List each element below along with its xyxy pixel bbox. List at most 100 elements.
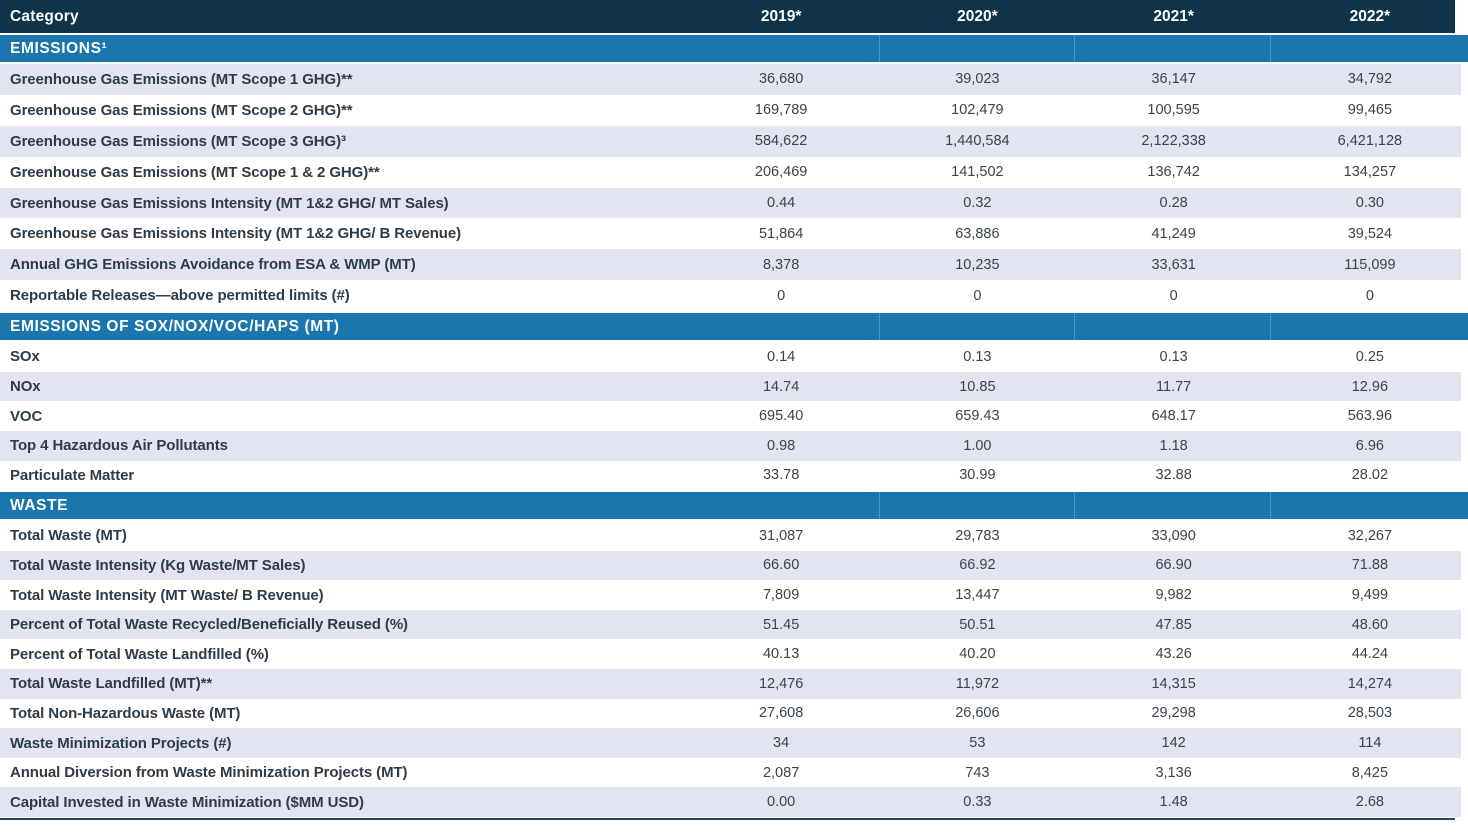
row-label: Capital Invested in Waste Minimization (… — [10, 793, 364, 811]
cell-value: 648.17 — [1151, 408, 1196, 425]
table-row: Greenhouse Gas Emissions (MT Scope 2 GHG… — [0, 95, 1468, 126]
cell-value: 12,476 — [758, 675, 804, 692]
cell-value: 1.00 — [963, 437, 992, 454]
column-header-year: 2020* — [957, 7, 998, 25]
cell-value: 30.99 — [959, 467, 996, 484]
table-row: Waste Minimization Projects (#) 34 53 142 11… — [0, 728, 1468, 758]
row-label: Particulate Matter — [10, 466, 135, 484]
row-label: Total Waste Intensity (MT Waste/ B Reven… — [10, 586, 324, 604]
cell-value: 51,864 — [758, 225, 804, 242]
cell-value: 1,440,584 — [945, 133, 1010, 150]
cell-value: 114 — [1358, 735, 1382, 752]
cell-value: 0.25 — [1355, 348, 1384, 365]
cell-value: 48.60 — [1351, 616, 1389, 633]
cell-value: 28.02 — [1351, 467, 1389, 484]
cell-value: 33,090 — [1151, 527, 1196, 544]
row-label: SOx — [10, 348, 40, 366]
column-header-year: 2021* — [1153, 7, 1194, 25]
cell-value: 2.68 — [1355, 794, 1384, 811]
section-header: EMISSIONS OF SOX/NOX/VOC/HAPS (MT) — [0, 311, 1468, 343]
column-divider — [1074, 35, 1075, 62]
cell-value: 0 — [973, 287, 982, 304]
table-row: NOx 14.74 10.85 11.77 12.96 — [0, 371, 1468, 402]
row-label: Percent of Total Waste Landfilled (%) — [10, 645, 269, 663]
table-row: Total Waste Intensity (Kg Waste/MT Sales… — [0, 550, 1468, 581]
cell-value: 9,982 — [1155, 587, 1192, 604]
cell-value: 102,479 — [951, 102, 1004, 119]
cell-value: 71.88 — [1351, 557, 1389, 574]
cell-value: 0.28 — [1159, 195, 1188, 211]
cell-value: 2,087 — [762, 764, 800, 781]
cell-value: 0.30 — [1355, 195, 1384, 211]
row-label: Greenhouse Gas Emissions Intensity (MT 1… — [10, 194, 449, 212]
row-label: Greenhouse Gas Emissions (MT Scope 1 GHG… — [10, 70, 353, 88]
cell-value: 0.00 — [767, 794, 796, 811]
section-header: EMISSIONS¹ — [0, 33, 1468, 64]
cell-value: 2,122,338 — [1141, 133, 1206, 150]
cell-value: 39,524 — [1347, 225, 1393, 242]
cell-value: 53 — [969, 735, 986, 752]
cell-value: 66.92 — [959, 557, 996, 574]
cell-value: 584,622 — [754, 133, 808, 150]
cell-value: 31,087 — [758, 527, 804, 544]
row-label: Annual GHG Emissions Avoidance from ESA … — [10, 256, 416, 274]
row-label: Reportable Releases—above permitted limi… — [10, 287, 350, 305]
cell-value: 141,502 — [951, 164, 1004, 181]
column-header-year: 2019* — [760, 7, 802, 25]
cell-value: 6,421,128 — [1337, 133, 1403, 150]
table-row: Reportable Releases—above permitted limi… — [0, 280, 1468, 311]
cell-value: 136,742 — [1147, 164, 1200, 181]
table-row: Total Waste Intensity (MT Waste/ B Reven… — [0, 580, 1468, 610]
cell-value: 27,608 — [758, 705, 804, 722]
row-label: Greenhouse Gas Emissions (MT Scope 1 & 2… — [10, 163, 380, 181]
cell-value: 11,972 — [955, 675, 1000, 692]
column-divider — [1074, 313, 1075, 341]
cell-value: 0 — [777, 287, 786, 304]
section-title: WASTE — [10, 496, 69, 514]
column-divider — [1074, 492, 1075, 520]
cell-value: 3,136 — [1155, 764, 1192, 781]
cell-value: 563.96 — [1347, 408, 1393, 425]
table-row: Total Waste Landfilled (MT)** 12,476 11,97… — [0, 669, 1468, 699]
cell-value: 39,023 — [955, 71, 1000, 88]
cell-value: 8,425 — [1351, 764, 1389, 781]
row-label: NOx — [10, 378, 41, 396]
cell-value: 43.26 — [1155, 646, 1192, 663]
cell-value: 100,595 — [1147, 102, 1200, 119]
cell-value: 34 — [773, 735, 790, 752]
cell-value: 206,469 — [754, 164, 808, 181]
row-label: Waste Minimization Projects (#) — [10, 734, 232, 752]
cell-value: 12.96 — [1351, 378, 1389, 395]
table-row: Top 4 Hazardous Air Pollutants 0.98 1.00 1.… — [0, 430, 1468, 461]
cell-value: 14.74 — [762, 378, 800, 395]
row-label: Greenhouse Gas Emissions Intensity (MT 1… — [10, 225, 461, 243]
column-divider — [1270, 492, 1271, 520]
table-row: Percent of Total Waste Recycled/Benefici… — [0, 609, 1468, 640]
table-row: Capital Invested in Waste Minimization (… — [0, 787, 1468, 818]
table-row: Greenhouse Gas Emissions (MT Scope 1 & 2… — [0, 157, 1468, 188]
row-label: Total Waste (MT) — [10, 527, 127, 545]
cell-value: 29,298 — [1151, 705, 1196, 722]
cell-value: 0.33 — [963, 794, 992, 811]
cell-value: 0.13 — [963, 348, 992, 365]
cell-value: 14,274 — [1347, 675, 1393, 692]
cell-value: 32,267 — [1347, 527, 1393, 544]
row-label: VOC — [10, 407, 43, 425]
cell-value: 47.85 — [1155, 616, 1192, 633]
cell-value: 11.77 — [1156, 378, 1192, 395]
cell-value: 659.43 — [955, 408, 1000, 425]
cell-value: 9,499 — [1351, 587, 1389, 604]
row-label: Percent of Total Waste Recycled/Benefici… — [10, 616, 408, 634]
cell-value: 33,631 — [1151, 256, 1196, 273]
section-title: EMISSIONS¹ — [10, 39, 108, 57]
cell-value: 0.32 — [963, 195, 992, 211]
cell-value: 29,783 — [955, 527, 1000, 544]
cell-value: 743 — [965, 764, 990, 781]
table-bottom-border — [0, 818, 1455, 821]
table-row: Greenhouse Gas Emissions (MT Scope 3 GHG… — [0, 125, 1468, 157]
cell-value: 14,315 — [1151, 675, 1196, 692]
table-row: Annual GHG Emissions Avoidance from ESA … — [0, 249, 1468, 281]
table-row: Particulate Matter 33.78 30.99 32.88 28.02 — [0, 461, 1468, 491]
table-header-row: Category 2019* 2020* 2021* 2022* — [0, 0, 1468, 33]
column-divider — [1270, 35, 1271, 62]
